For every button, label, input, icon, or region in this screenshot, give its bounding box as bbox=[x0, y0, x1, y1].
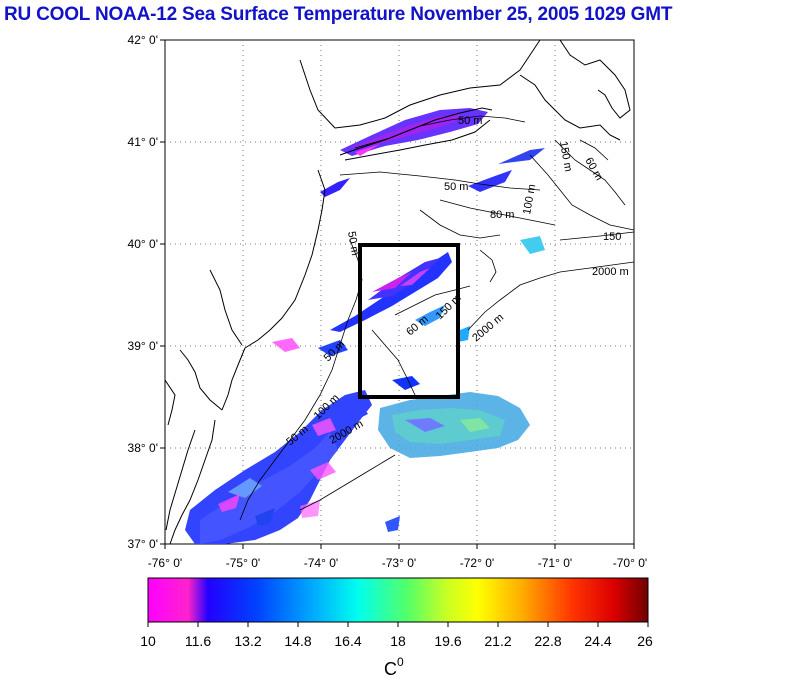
isobath-label-150m: 150 m bbox=[557, 140, 574, 172]
lat-label: 39° 0' bbox=[128, 339, 158, 353]
axis-ticks bbox=[160, 39, 635, 549]
isobath-label-50m: 50 m bbox=[345, 230, 361, 256]
lat-label: 42° 0' bbox=[128, 33, 158, 47]
colorbar-unit-label: C0 bbox=[384, 655, 404, 679]
map-title: RU COOL NOAA-12 Sea Surface Temperature … bbox=[4, 4, 673, 25]
colorbar-label: 14.8 bbox=[284, 633, 311, 649]
colorbar-label: 16.4 bbox=[334, 633, 361, 649]
lat-label: 41° 0' bbox=[128, 135, 158, 149]
colorbar-label: 11.6 bbox=[185, 633, 211, 649]
isobath-label-50m: 50 m bbox=[458, 115, 482, 127]
unit-text: C bbox=[384, 659, 397, 679]
lon-label: -72° 0' bbox=[460, 556, 494, 570]
lat-label: 38° 0' bbox=[128, 441, 158, 455]
lon-label: -75° 0' bbox=[226, 556, 260, 570]
colorbar-label: 18 bbox=[390, 633, 406, 649]
lon-label: -71° 0' bbox=[538, 556, 572, 570]
lon-label: -73° 0' bbox=[382, 556, 416, 570]
lon-label: -70° 0' bbox=[613, 556, 647, 570]
colorbar-label: 22.8 bbox=[534, 633, 561, 649]
lon-label: -74° 0' bbox=[304, 556, 338, 570]
isobath-label-2000m: 2000 m bbox=[592, 266, 629, 278]
isobath-label-150: 150 bbox=[603, 231, 621, 243]
lat-label: 40° 0' bbox=[128, 237, 158, 251]
colorbar-ticks bbox=[147, 622, 649, 627]
isobath-label-50m: 50 m bbox=[444, 181, 468, 193]
lat-label: 37° 0' bbox=[128, 537, 158, 551]
colorbar-labels: 10 11.6 13.2 14.8 16.4 18 19.6 21.2 22.8… bbox=[140, 633, 653, 649]
colorbar bbox=[147, 577, 649, 623]
lon-label: -76° 0' bbox=[148, 556, 182, 570]
study-area-box bbox=[358, 243, 460, 399]
colorbar-label: 26 bbox=[637, 633, 653, 649]
colorbar-label: 24.4 bbox=[584, 633, 611, 649]
isobath-label-80m: 80 m bbox=[490, 209, 514, 221]
colorbar-label: 10 bbox=[140, 633, 156, 649]
latitude-labels: 42° 0' 41° 0' 40° 0' 39° 0' 38° 0' 37° 0… bbox=[128, 33, 158, 551]
longitude-labels: -76° 0' -75° 0' -74° 0' -73° 0' -72° 0' … bbox=[148, 556, 647, 570]
unit-superscript: 0 bbox=[397, 655, 404, 669]
colorbar-label: 19.6 bbox=[434, 633, 461, 649]
isobath-label-100m: 100 m bbox=[521, 183, 538, 215]
coastline bbox=[165, 40, 631, 544]
colorbar-label: 13.2 bbox=[234, 633, 261, 649]
colorbar-label: 21.2 bbox=[484, 633, 511, 649]
